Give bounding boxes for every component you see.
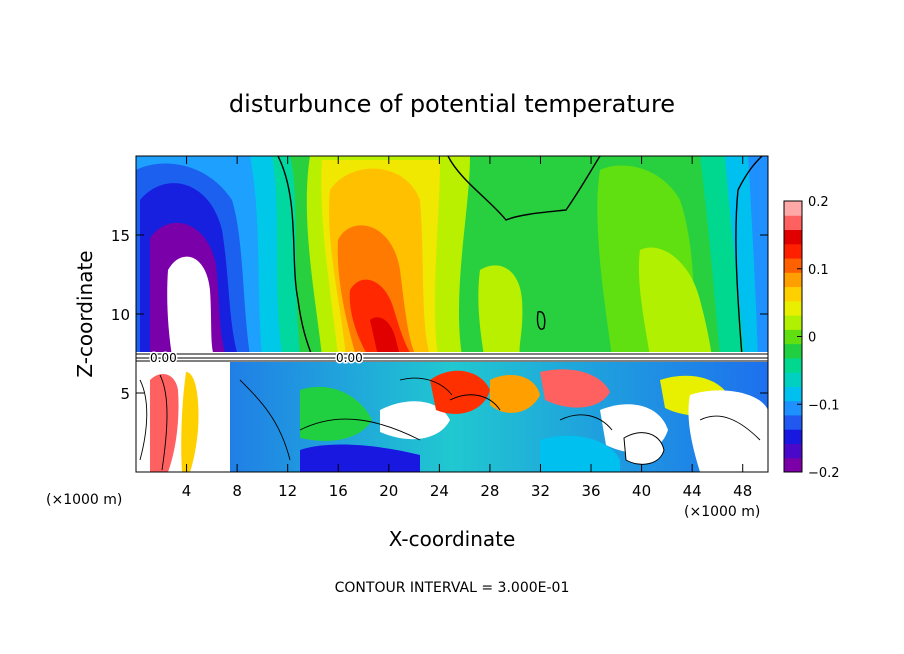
x-tick-label: 24: [430, 482, 449, 500]
x-tick-label: 40: [632, 482, 651, 500]
colorbar-swatch: [784, 201, 802, 216]
x-tick-label: 16: [329, 482, 348, 500]
x-tick-label: 20: [379, 482, 398, 500]
x-axis-title: X-coordinate: [389, 527, 516, 551]
colorbar: 0.2 0.1 0 −0.1 −0.2: [783, 195, 840, 481]
x-tick-label: 8: [232, 482, 242, 500]
x-tick-label: 48: [733, 482, 752, 500]
x-tick-label: 4: [182, 482, 192, 500]
colorbar-swatch: [784, 229, 802, 245]
colorbar-swatch: [784, 215, 802, 231]
inversion-band: [136, 352, 768, 362]
chart-title: disturbunce of potential temperature: [229, 90, 675, 118]
colorbar-swatch: [784, 357, 802, 373]
contour-interval-note: CONTOUR INTERVAL = 3.000E-01: [335, 580, 570, 596]
colorbar-tick-label: 0.1: [808, 263, 829, 278]
x-axis: 4 8 12 16 20 24 28 32 36 40 44 48: [182, 156, 752, 500]
contour-label-mid: 0.00: [336, 351, 363, 365]
turbulent-layer: [136, 362, 768, 472]
colorbar-swatch: [784, 300, 802, 316]
colorbar-tick-label: 0.2: [808, 195, 829, 210]
colorbar-swatch: [784, 400, 802, 416]
x-tick-label: 36: [581, 482, 600, 500]
right-anomalies: [478, 156, 768, 356]
colorbar-swatch: [784, 372, 802, 387]
x-tick-label: 12: [278, 482, 297, 500]
contour-label-left: 0.00: [150, 351, 177, 365]
warm-anomaly: [306, 156, 470, 356]
y-axis-title: Z-coordinate: [73, 250, 97, 377]
colorbar-swatch: [784, 443, 802, 459]
x-unit-left: (×1000 m): [46, 492, 122, 508]
zero-contours: [277, 156, 763, 357]
turbulent-contours: [139, 374, 761, 471]
colorbar-swatch: [784, 243, 802, 259]
x-tick-label: 32: [531, 482, 550, 500]
inversion-contours: [136, 353, 768, 362]
colorbar-tick-label: −0.2: [808, 466, 840, 481]
y-tick-label: 5: [120, 385, 130, 403]
y-tick-label: 10: [111, 306, 130, 324]
colorbar-swatch: [784, 272, 802, 288]
y-axis: 5 10 15: [111, 227, 768, 403]
plot-area: [136, 156, 768, 472]
colorbar-swatch: [784, 457, 802, 473]
colorbar-swatch: [784, 258, 802, 273]
colorbar-swatch: [784, 386, 802, 402]
colorbar-tick-label: 0: [808, 331, 816, 346]
x-tick-label: 28: [480, 482, 499, 500]
y-tick-label: 15: [111, 227, 130, 245]
colorbar-swatch: [784, 343, 802, 359]
x-tick-label: 44: [683, 482, 702, 500]
cold-anomaly-left: [136, 156, 300, 356]
colorbar-swatch: [784, 414, 802, 430]
colorbar-swatch: [784, 329, 802, 345]
colorbar-swatch: [784, 286, 802, 302]
x-unit-right: (×1000 m): [684, 504, 760, 520]
colorbar-tick-label: −0.1: [808, 398, 840, 413]
colorbar-swatch: [784, 315, 802, 330]
colorbar-swatch: [784, 429, 802, 444]
